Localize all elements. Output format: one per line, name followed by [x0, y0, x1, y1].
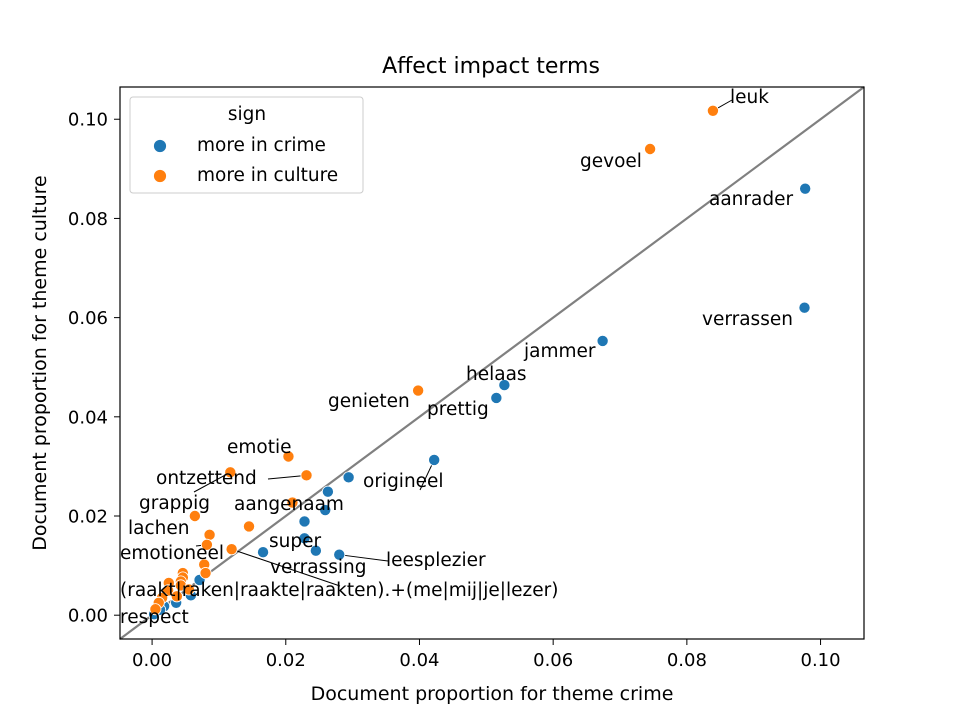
- point-crime: [309, 544, 322, 557]
- point-culture: [203, 528, 216, 541]
- point-crime: [319, 504, 332, 517]
- point-culture: [644, 142, 657, 155]
- x-axis-label: Document proportion for theme crime: [311, 683, 674, 705]
- annotation-label: ontzettend: [156, 468, 257, 489]
- annotation-leader-line: [267, 474, 307, 480]
- point-crime: [490, 391, 503, 404]
- legend-marker-crime: [153, 139, 167, 153]
- point-culture: [286, 496, 299, 509]
- y-tick-label: 0.06: [68, 308, 108, 329]
- legend-label-crime: more in crime: [197, 135, 326, 156]
- x-tick-label: 0.06: [533, 650, 573, 671]
- annotation-leader-line: [193, 471, 231, 493]
- reference-line-layer: [119, 86, 865, 640]
- y-axis-label: Document proportion for theme culture: [29, 175, 51, 550]
- point-culture: [412, 384, 425, 397]
- annotation-label: super: [269, 531, 321, 552]
- annotation-label: lachen: [128, 518, 189, 539]
- y-axis-ticks: 0.00 0.02 0.04 0.06 0.08 0.10: [68, 110, 120, 627]
- chart-title: Affect impact terms: [382, 54, 600, 79]
- x-tick-label: 0.02: [266, 650, 306, 671]
- annotation-label: leuk: [730, 87, 769, 108]
- plot-frame: [119, 86, 865, 640]
- point-crime: [342, 471, 355, 484]
- point-crime: [333, 548, 346, 561]
- y-tick-label: 0.04: [68, 407, 108, 428]
- point-culture: [200, 538, 213, 551]
- legend-title: sign: [228, 104, 266, 125]
- annotation-label: emotioneel: [120, 543, 224, 564]
- point-crime: [321, 485, 334, 498]
- annotation-label: leesplezier: [386, 550, 486, 571]
- annotation-label: gevoel: [580, 151, 642, 172]
- annotation-label: verrassen: [702, 309, 793, 330]
- point-crime: [798, 301, 811, 314]
- point-culture: [199, 567, 212, 580]
- y-tick-label: 0.08: [68, 209, 108, 230]
- point-crime: [799, 182, 812, 195]
- point-culture: [225, 543, 238, 556]
- point-crime: [257, 546, 270, 559]
- annotation-label: (raakt|raken|raakte|raakten).+(me|mij|je…: [120, 580, 558, 601]
- point-crime: [498, 379, 511, 392]
- x-tick-label: 0.10: [801, 650, 841, 671]
- annotation-label: helaas: [466, 364, 527, 385]
- annotation-leader-line: [339, 554, 389, 562]
- x-tick-label: 0.08: [667, 650, 707, 671]
- point-culture: [224, 466, 237, 479]
- point-crime: [596, 334, 609, 347]
- annotation-label: emotie: [227, 437, 292, 458]
- point-culture: [182, 583, 195, 596]
- point-crime: [298, 515, 311, 528]
- point-culture: [149, 603, 162, 616]
- annotation-label: aangenaam: [234, 494, 344, 515]
- annotation-label: verrassing: [270, 557, 366, 578]
- annotation-leader-line: [231, 548, 341, 587]
- point-culture: [300, 469, 313, 482]
- x-tick-label: 0.04: [399, 650, 439, 671]
- annotation-label: prettig: [427, 399, 489, 420]
- y-tick-label: 0.02: [68, 507, 108, 528]
- point-crime: [298, 532, 311, 545]
- x-tick-label: 0.00: [132, 650, 172, 671]
- annotation-label: genieten: [328, 391, 410, 412]
- legend-label-culture: more in culture: [197, 165, 338, 186]
- legend-marker-culture: [153, 169, 167, 183]
- y-tick-label: 0.00: [68, 606, 108, 627]
- annotation-label: jammer: [523, 341, 596, 362]
- legend-box: [129, 96, 364, 194]
- points-layer: [148, 104, 812, 621]
- point-culture: [170, 590, 183, 603]
- point-culture: [282, 450, 295, 463]
- diagonal-reference-line: [119, 86, 865, 640]
- annotation-label: origineel: [363, 471, 444, 492]
- point-crime: [428, 453, 441, 466]
- legend: sign more in crime more in culture: [129, 96, 364, 194]
- annotation-label: aanrader: [709, 189, 793, 210]
- annotation-label: respect: [120, 607, 189, 628]
- point-culture: [188, 510, 201, 523]
- x-axis-ticks: 0.00 0.02 0.04 0.06 0.08 0.10: [132, 639, 841, 671]
- annotation-label: grappig: [139, 493, 210, 514]
- point-culture: [243, 520, 256, 533]
- y-tick-label: 0.10: [68, 110, 108, 131]
- point-culture: [706, 104, 719, 117]
